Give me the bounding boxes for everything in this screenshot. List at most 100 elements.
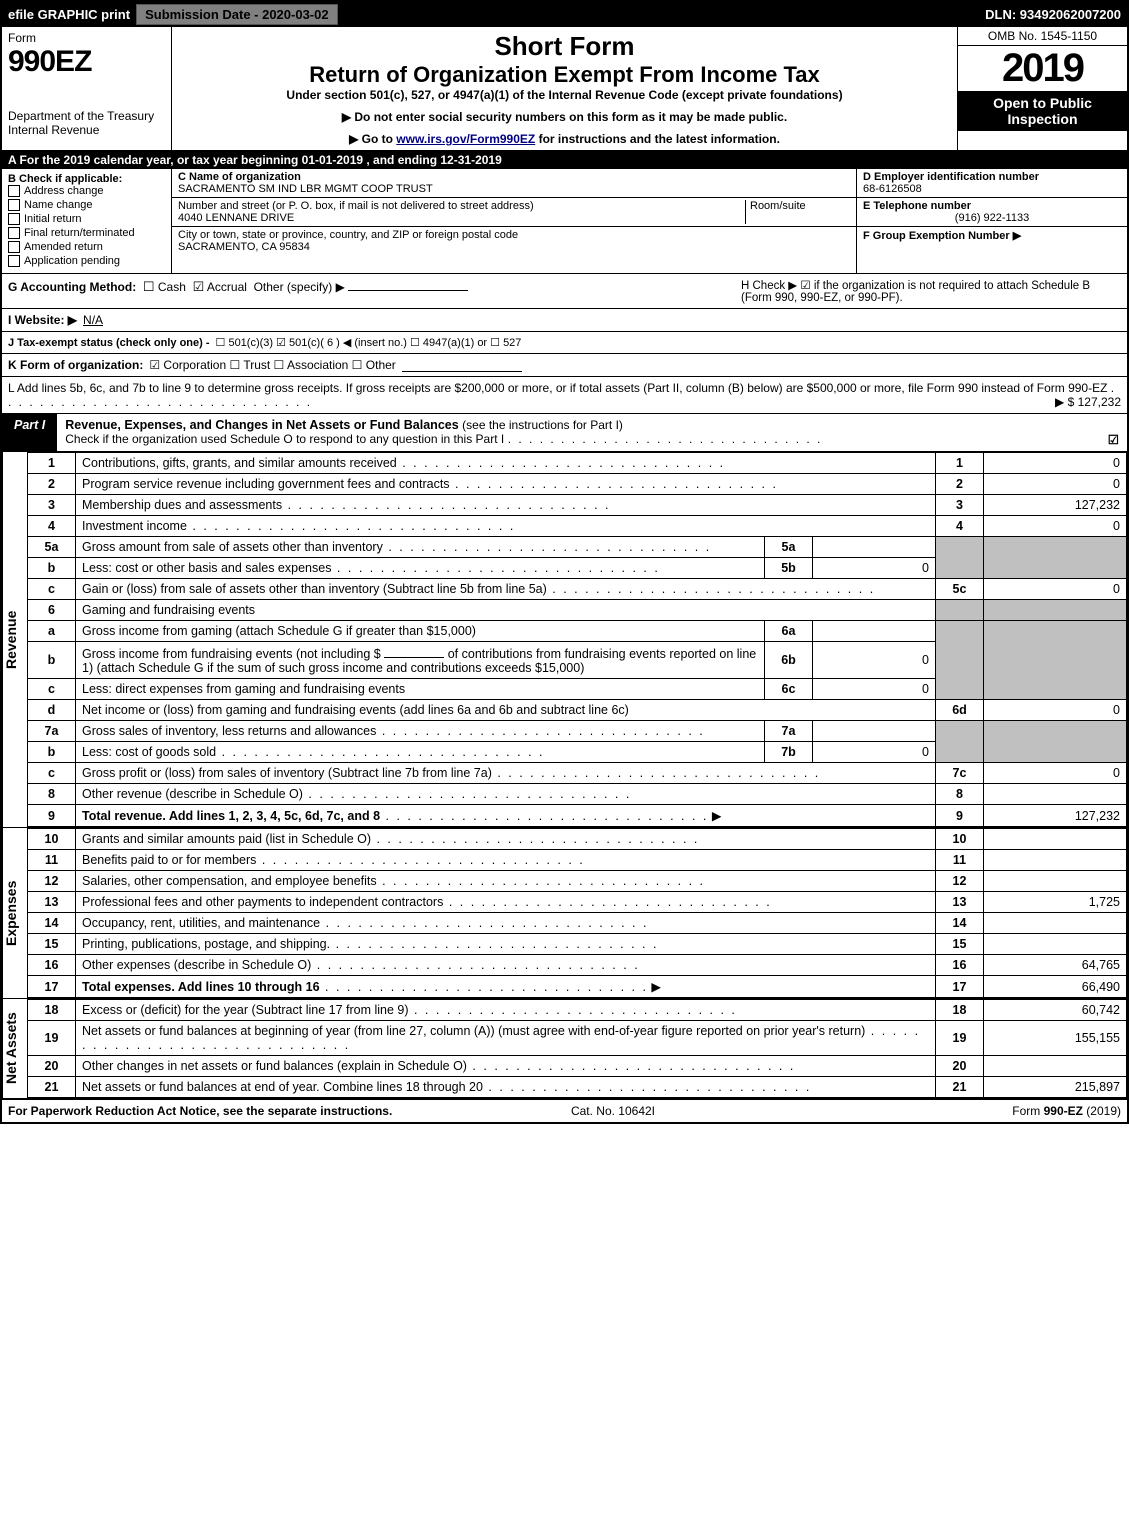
checkbox-icon[interactable] [8,255,20,267]
line-num: b [28,558,76,579]
website-value: N/A [83,313,103,327]
line-text: Professional fees and other payments to … [82,895,443,909]
line-code: 11 [936,850,984,871]
line-amount: 127,232 [984,805,1127,827]
l-amount: ▶ $ 127,232 [1055,395,1121,409]
org-address: 4040 LENNANE DRIVE [178,212,294,224]
line-num: b [28,642,76,679]
line-amount [984,850,1127,871]
line-code: 9 [936,805,984,827]
checkbox-icon[interactable] [8,241,20,253]
row-l: L Add lines 5b, 6c, and 7b to line 9 to … [2,377,1127,414]
line-amount: 60,742 [984,1000,1127,1021]
line-num: 9 [28,805,76,827]
line-amount: 64,765 [984,955,1127,976]
line-amount: 66,490 [984,976,1127,998]
line-num: 13 [28,892,76,913]
d-label: D Employer identification number [863,171,1039,183]
g-other: Other (specify) ▶ [254,280,345,294]
line-text: Gross sales of inventory, less returns a… [82,724,376,738]
line-text: Net income or (loss) from gaming and fun… [82,703,629,717]
b-opt: Final return/terminated [24,227,135,239]
line-amount [984,784,1127,805]
line-num: 20 [28,1056,76,1077]
line-code: 19 [936,1021,984,1056]
footer-cat: Cat. No. 10642I [571,1104,655,1118]
checkbox-icon[interactable] [8,185,20,197]
line-text: Benefits paid to or for members [82,853,256,867]
line-amount: 0 [984,763,1127,784]
line-num: 14 [28,913,76,934]
checkbox-icon[interactable] [8,227,20,239]
sub-amount: 0 [813,679,936,700]
line-text: Gaming and fundraising events [76,600,936,621]
i-label: I Website: ▶ [8,313,77,327]
line-code: 4 [936,516,984,537]
form-number: 990EZ [8,45,165,79]
line-code: 20 [936,1056,984,1077]
net-assets-section: Net Assets 18Excess or (deficit) for the… [2,999,1127,1100]
efile-label[interactable]: efile GRAPHIC print [8,7,130,22]
line-num: 8 [28,784,76,805]
line-amount [984,934,1127,955]
checkbox-icon[interactable] [8,199,20,211]
expenses-section: Expenses 10Grants and similar amounts pa… [2,828,1127,999]
line-num: 17 [28,976,76,998]
sub-amount: 0 [813,742,936,763]
checkbox-icon[interactable] [8,213,20,225]
line-text: Salaries, other compensation, and employ… [82,874,377,888]
period-row: A For the 2019 calendar year, or tax yea… [2,151,1127,169]
row-k: K Form of organization: ☑ Corporation ☐ … [2,354,1127,377]
line-code: 2 [936,474,984,495]
line-text: Less: cost of goods sold [82,745,216,759]
line-amount [984,871,1127,892]
line-amount: 0 [984,516,1127,537]
checkbox-icon[interactable] [193,280,205,294]
line-num: 15 [28,934,76,955]
b-opt: Address change [24,185,104,197]
line-text: Contributions, gifts, grants, and simila… [82,456,397,470]
line-amount: 1,725 [984,892,1127,913]
line-amount [984,913,1127,934]
sub-code: 7a [765,721,813,742]
line-num: c [28,579,76,600]
revenue-side-label: Revenue [2,452,27,827]
line-text: Other expenses (describe in Schedule O) [82,958,311,972]
line-num: c [28,763,76,784]
omb-number: OMB No. 1545-1150 [958,27,1127,46]
checkbox-icon[interactable] [143,280,155,294]
goto-link[interactable]: www.irs.gov/Form990EZ [396,132,535,146]
b-opt: Initial return [24,213,81,225]
line-code: 17 [936,976,984,998]
net-assets-table: 18Excess or (deficit) for the year (Subt… [27,999,1127,1098]
part1-header: Part I Revenue, Expenses, and Changes in… [2,414,1127,452]
line-text: Investment income [82,519,187,533]
open-to-public: Open to Public Inspection [958,91,1127,131]
line-text: Gross income from fundraising events (no… [82,647,381,661]
line-amount: 0 [984,474,1127,495]
revenue-table: 1 Contributions, gifts, grants, and simi… [27,452,1127,827]
j-label: J Tax-exempt status (check only one) - [8,337,210,349]
top-bar: efile GRAPHIC print Submission Date - 20… [2,2,1127,27]
title-middle: Short Form Return of Organization Exempt… [172,27,957,150]
footer-right: Form 990-EZ (2019) [1012,1104,1121,1118]
part1-check-text: Check if the organization used Schedule … [65,432,504,446]
under-section: Under section 501(c), 527, or 4947(a)(1)… [182,88,947,102]
line-num: 21 [28,1077,76,1098]
c-addr-label: Number and street (or P. O. box, if mail… [178,200,534,212]
section-c: C Name of organization SACRAMENTO SM IND… [172,169,856,273]
revenue-section: Revenue 1 Contributions, gifts, grants, … [2,452,1127,828]
department: Department of the Treasury [8,109,165,123]
b-opt: Name change [24,199,93,211]
part1-check-mark[interactable]: ☑ [1108,432,1119,447]
e-label: E Telephone number [863,200,971,212]
title-right: OMB No. 1545-1150 2019 Open to Public In… [957,27,1127,150]
line-amount: 155,155 [984,1021,1127,1056]
line-text: Membership dues and assessments [82,498,282,512]
f-label: F Group Exemption Number ▶ [863,230,1021,242]
sub-code: 5a [765,537,813,558]
ein-value: 68-6126508 [863,183,922,195]
irs: Internal Revenue [8,123,165,137]
submission-date: Submission Date - 2020-03-02 [136,4,338,25]
line-text: Other revenue (describe in Schedule O) [82,787,303,801]
